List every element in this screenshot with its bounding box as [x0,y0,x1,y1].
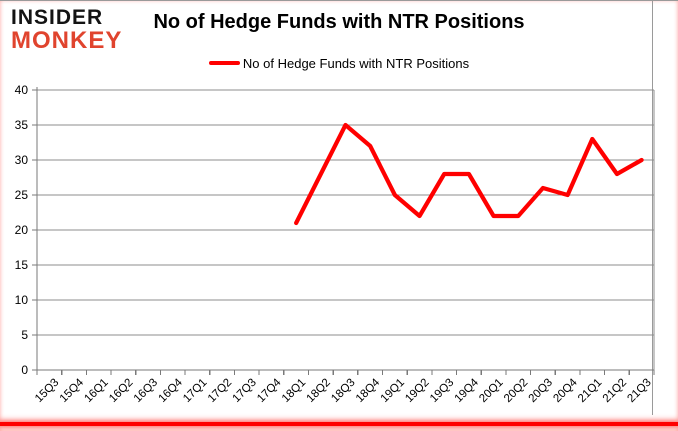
series-line-0 [294,122,644,226]
svg-text:21Q1: 21Q1 [576,377,604,405]
svg-text:18Q4: 18Q4 [354,376,383,405]
chart-title: No of Hedge Funds with NTR Positions [153,11,525,33]
svg-text:17Q2: 17Q2 [206,377,234,405]
svg-text:10: 10 [15,293,29,307]
svg-text:25: 25 [15,188,29,202]
svg-text:20Q3: 20Q3 [527,377,555,405]
y-axis-labels: 0 5 10 15 20 25 30 35 40 [15,83,29,377]
svg-text:19Q2: 19Q2 [403,377,431,405]
svg-text:18Q1: 18Q1 [280,377,308,405]
svg-text:20Q1: 20Q1 [477,377,505,405]
svg-text:17Q3: 17Q3 [231,377,259,405]
x-axis-labels: 15Q315Q416Q116Q216Q316Q417Q117Q217Q317Q4… [33,376,654,405]
logo-text-monkey: MONKEY [11,27,123,54]
axes [32,87,655,375]
svg-text:0: 0 [21,363,28,377]
svg-text:17Q1: 17Q1 [181,377,209,405]
gridlines [37,89,655,370]
svg-text:16Q4: 16Q4 [156,376,185,405]
svg-text:15: 15 [15,258,29,272]
legend: No of Hedge Funds with NTR Positions [0,55,678,71]
svg-text:18Q3: 18Q3 [329,377,357,405]
insider-monkey-logo: INSIDER MONKEY [11,7,122,53]
svg-text:17Q4: 17Q4 [255,376,284,405]
svg-text:15Q4: 15Q4 [58,376,87,405]
svg-text:15Q3: 15Q3 [33,377,61,405]
legend-label: No of Hedge Funds with NTR Positions [242,55,470,71]
svg-text:16Q3: 16Q3 [132,377,160,405]
svg-text:16Q2: 16Q2 [107,377,135,405]
svg-text:16Q1: 16Q1 [82,377,110,405]
svg-text:30: 30 [15,153,29,167]
svg-text:19Q1: 19Q1 [379,377,407,405]
line-chart: 0 5 10 15 20 25 30 35 40 15Q315Q416Q116Q216Q316Q4… [15,83,655,405]
svg-text:35: 35 [15,118,29,132]
svg-text:5: 5 [21,328,28,342]
svg-text:20Q2: 20Q2 [502,377,530,405]
svg-text:20: 20 [15,223,29,237]
svg-text:20Q4: 20Q4 [551,376,580,405]
bottom-red-border [0,422,678,426]
logo-text-insider: INSIDER [11,6,104,29]
svg-text:19Q4: 19Q4 [453,376,482,405]
svg-text:18Q2: 18Q2 [305,377,333,405]
svg-text:40: 40 [15,83,29,97]
svg-text:19Q3: 19Q3 [428,377,456,405]
svg-text:21Q3: 21Q3 [625,377,653,405]
svg-text:21Q2: 21Q2 [601,377,629,405]
legend-line-icon [208,61,240,65]
